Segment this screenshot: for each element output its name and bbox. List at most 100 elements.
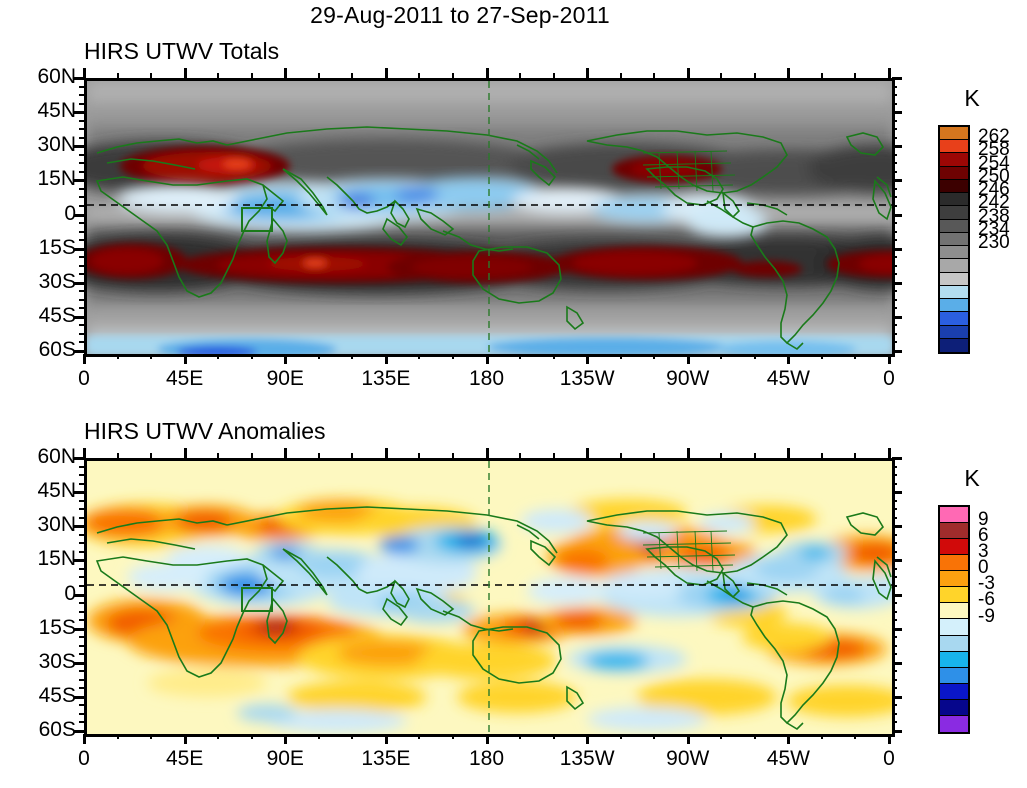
x-axis-tick — [586, 448, 590, 458]
y-axis-minor-tick — [892, 290, 897, 293]
y-axis-minor-tick — [892, 298, 897, 301]
y-tick-label: 30N — [37, 133, 76, 157]
y-axis-minor-tick — [79, 653, 84, 656]
x-tick-label: 45W — [766, 747, 810, 770]
y-axis-minor-tick — [892, 653, 897, 656]
y-axis-minor-tick — [892, 264, 897, 267]
x-axis-minor-tick — [250, 354, 253, 359]
y-axis-minor-tick — [79, 465, 84, 468]
y-axis-minor-tick — [79, 636, 84, 639]
y-axis-minor-tick — [79, 533, 84, 536]
x-axis-minor-tick — [854, 73, 857, 78]
map-anomalies — [84, 458, 895, 737]
colorbar-tick-label: 3 — [978, 541, 989, 563]
colorbar-band — [940, 507, 968, 524]
y-axis-minor-tick — [79, 516, 84, 519]
y-tick-label: 60N — [37, 445, 76, 468]
colorbar-band — [940, 587, 968, 604]
y-axis-minor-tick — [79, 85, 84, 88]
x-axis-minor-tick — [519, 734, 522, 739]
y-axis-minor-tick — [79, 230, 84, 233]
x-axis-tick — [83, 354, 86, 364]
x-axis-minor-tick — [854, 453, 857, 458]
y-axis-tick — [74, 179, 84, 183]
y-axis-tick — [74, 457, 84, 460]
x-axis-tick — [83, 734, 86, 744]
y-axis-minor-tick — [79, 307, 84, 310]
y-axis-minor-tick — [892, 85, 897, 88]
x-axis-minor-tick — [653, 73, 656, 78]
x-axis-minor-tick — [418, 354, 421, 359]
y-axis-tick — [74, 661, 84, 665]
y-axis-minor-tick — [79, 204, 84, 207]
y-axis-minor-tick — [79, 222, 84, 225]
y-axis-minor-tick — [892, 94, 897, 97]
x-tick-label: 90E — [266, 747, 304, 770]
x-axis-tick — [83, 68, 86, 78]
y-axis-tick — [74, 559, 84, 563]
x-axis-minor-tick — [720, 73, 723, 78]
colorbar-tick-label: 254 — [978, 152, 1010, 174]
y-axis-minor-tick — [79, 550, 84, 553]
y-axis-minor-tick — [892, 602, 897, 605]
x-axis-tick — [485, 734, 489, 744]
y-axis-minor-tick — [79, 102, 84, 105]
x-axis-minor-tick — [720, 354, 723, 359]
y-axis-minor-tick — [892, 542, 897, 545]
y-axis-tick — [74, 593, 84, 597]
x-tick-label: 180 — [468, 367, 505, 390]
colorbar-tick-label: 234 — [978, 218, 1010, 240]
y-axis-minor-tick — [79, 136, 84, 139]
y-axis-minor-tick — [892, 636, 897, 639]
x-axis-minor-tick — [116, 73, 119, 78]
x-axis-minor-tick — [116, 734, 119, 739]
colorbar-band — [940, 219, 968, 233]
x-axis-minor-tick — [720, 453, 723, 458]
y-axis-tick — [74, 695, 84, 699]
x-axis-minor-tick — [217, 734, 220, 739]
y-axis-minor-tick — [79, 153, 84, 156]
x-axis-minor-tick — [351, 734, 354, 739]
x-axis-tick — [686, 448, 690, 458]
x-axis-minor-tick — [820, 734, 823, 739]
x-axis-minor-tick — [250, 453, 253, 458]
x-axis-minor-tick — [552, 354, 555, 359]
x-axis-minor-tick — [451, 453, 454, 458]
colorbar-band — [940, 232, 968, 247]
x-axis-tick — [787, 68, 791, 78]
x-axis-minor-tick — [317, 73, 320, 78]
x-axis-minor-tick — [552, 453, 555, 458]
x-axis-minor-tick — [451, 734, 454, 739]
y-axis-minor-tick — [79, 332, 84, 335]
y-axis-minor-tick — [892, 610, 897, 613]
colorbar-band — [940, 193, 968, 207]
y-axis-tick — [74, 145, 84, 149]
colorbar-band — [940, 246, 968, 260]
y-axis-tick — [74, 627, 84, 631]
colorbar-band — [940, 206, 968, 220]
panel-title-totals: HIRS UTWV Totals — [84, 38, 280, 64]
y-tick-label: 30S — [38, 269, 76, 293]
y-axis-minor-tick — [892, 474, 897, 477]
x-axis-minor-tick — [619, 354, 622, 359]
x-tick-label: 0 — [883, 747, 895, 770]
y-axis-minor-tick — [79, 619, 84, 622]
x-axis-tick — [586, 354, 590, 364]
colorbar-band — [940, 523, 968, 540]
colorbar-band — [940, 555, 968, 572]
x-axis-tick — [384, 68, 388, 78]
y-axis-minor-tick — [892, 721, 897, 724]
y-axis-minor-tick — [892, 187, 897, 190]
y-tick-label: 60S — [38, 718, 76, 741]
x-axis-tick — [787, 354, 791, 364]
x-axis-minor-tick — [418, 73, 421, 78]
x-axis-tick — [284, 68, 288, 78]
x-axis-minor-tick — [150, 453, 153, 458]
x-axis-minor-tick — [250, 73, 253, 78]
y-axis-tick — [892, 281, 902, 285]
colorbar-tick-label: 262 — [978, 126, 1010, 148]
y-axis-minor-tick — [892, 153, 897, 156]
colorbar-band — [940, 539, 968, 556]
y-tick-label: 30N — [37, 513, 76, 537]
region-box-anomalies — [241, 587, 273, 612]
